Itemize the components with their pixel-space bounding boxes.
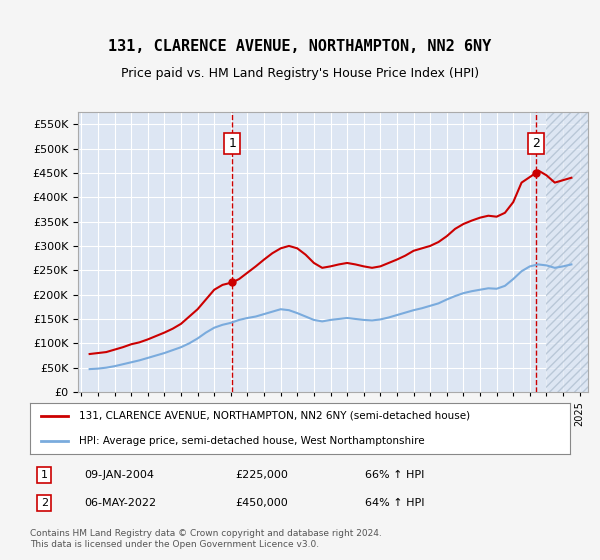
Text: 2: 2 xyxy=(532,137,540,150)
Text: £225,000: £225,000 xyxy=(235,470,288,480)
Text: 1: 1 xyxy=(41,470,48,480)
Text: 1: 1 xyxy=(228,137,236,150)
Text: 09-JAN-2004: 09-JAN-2004 xyxy=(84,470,154,480)
Text: Price paid vs. HM Land Registry's House Price Index (HPI): Price paid vs. HM Land Registry's House … xyxy=(121,67,479,80)
Text: 66% ↑ HPI: 66% ↑ HPI xyxy=(365,470,424,480)
Text: Contains HM Land Registry data © Crown copyright and database right 2024.
This d: Contains HM Land Registry data © Crown c… xyxy=(30,529,382,549)
Text: 64% ↑ HPI: 64% ↑ HPI xyxy=(365,498,424,508)
Text: HPI: Average price, semi-detached house, West Northamptonshire: HPI: Average price, semi-detached house,… xyxy=(79,436,424,446)
Bar xyxy=(547,112,588,392)
Text: 131, CLARENCE AVENUE, NORTHAMPTON, NN2 6NY (semi-detached house): 131, CLARENCE AVENUE, NORTHAMPTON, NN2 6… xyxy=(79,411,470,421)
Text: 06-MAY-2022: 06-MAY-2022 xyxy=(84,498,156,508)
Text: 2: 2 xyxy=(41,498,48,508)
Bar xyxy=(547,112,588,392)
Text: £450,000: £450,000 xyxy=(235,498,288,508)
Text: 131, CLARENCE AVENUE, NORTHAMPTON, NN2 6NY: 131, CLARENCE AVENUE, NORTHAMPTON, NN2 6… xyxy=(109,39,491,54)
